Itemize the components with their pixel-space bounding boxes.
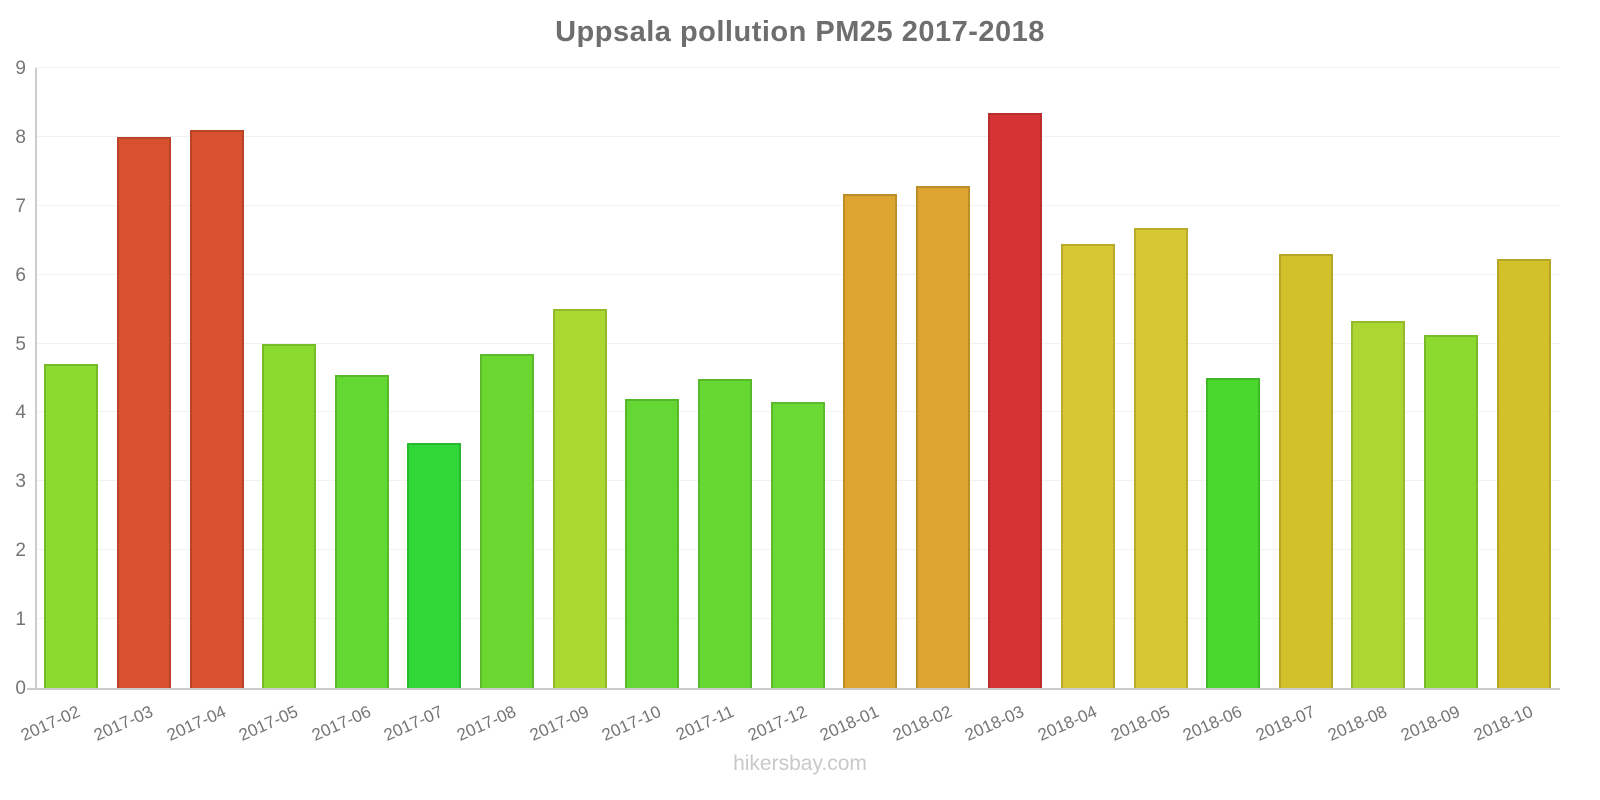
y-axis-line <box>35 68 37 688</box>
bar-2018-03[interactable] <box>988 112 1043 688</box>
y-tick-label-5: 5 <box>15 333 26 355</box>
bar-2018-07[interactable] <box>1278 254 1333 688</box>
gridline-7 <box>35 204 1560 206</box>
gridline-8 <box>35 135 1560 137</box>
bar-2018-06[interactable] <box>1206 378 1261 688</box>
gridline-6 <box>35 273 1560 275</box>
y-tick-label-9: 9 <box>15 58 26 79</box>
bar-2017-11[interactable] <box>697 379 752 688</box>
y-tick-label-3: 3 <box>15 471 26 493</box>
bar-2017-04[interactable] <box>189 130 244 688</box>
y-tick-label-1: 1 <box>15 609 26 631</box>
bar-2017-09[interactable] <box>552 309 607 688</box>
watermark: hikersbay.com <box>733 752 867 775</box>
bar-2017-08[interactable] <box>480 353 535 688</box>
y-tick-label-0: 0 <box>15 678 26 699</box>
y-tick-label-4: 4 <box>15 402 26 424</box>
x-axis-line <box>27 688 1560 690</box>
bar-2017-03[interactable] <box>116 136 171 688</box>
bar-2017-06[interactable] <box>334 374 389 688</box>
bar-2018-10[interactable] <box>1496 258 1551 688</box>
gridline-5 <box>35 342 1560 344</box>
bar-2017-12[interactable] <box>770 402 825 688</box>
bar-2018-05[interactable] <box>1133 227 1188 688</box>
bar-2018-09[interactable] <box>1424 334 1479 688</box>
y-tick-label-6: 6 <box>15 264 26 286</box>
bar-2018-04[interactable] <box>1060 243 1115 688</box>
y-tick-label-8: 8 <box>15 126 26 148</box>
y-tick-label-2: 2 <box>15 540 26 562</box>
bar-2018-08[interactable] <box>1351 320 1406 688</box>
chart-title: Uppsala pollution PM25 2017-2018 <box>555 16 1045 48</box>
bar-2017-10[interactable] <box>625 398 680 688</box>
bar-2018-01[interactable] <box>843 194 898 688</box>
bar-2017-05[interactable] <box>262 343 317 688</box>
y-tick-label-7: 7 <box>15 195 26 217</box>
bar-2018-02[interactable] <box>915 186 970 688</box>
bar-2017-02[interactable] <box>44 364 99 688</box>
gridline-9 <box>35 67 1560 68</box>
bar-2017-07[interactable] <box>407 443 462 688</box>
